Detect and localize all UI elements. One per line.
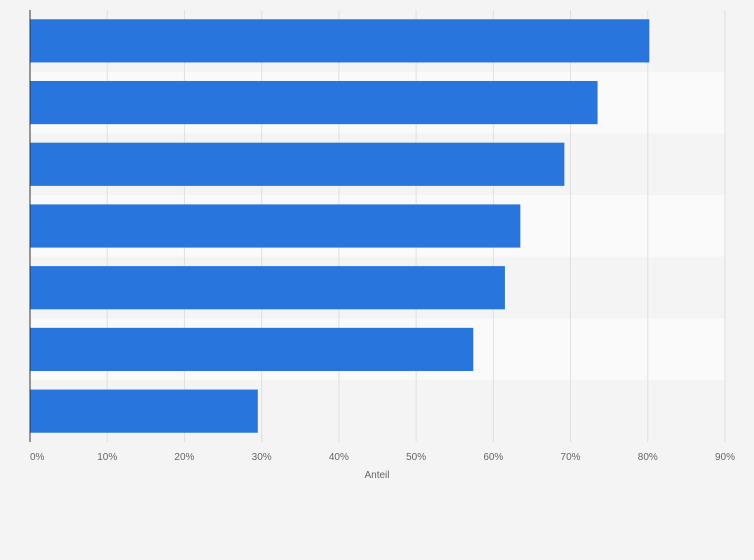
bar[interactable]	[30, 142, 565, 186]
bar[interactable]	[30, 204, 521, 248]
x-tick-label: 80%	[638, 452, 658, 463]
x-tick-label: 40%	[329, 452, 349, 463]
bar[interactable]	[30, 389, 258, 433]
bars	[30, 19, 650, 433]
x-tick-labels: 0% 10% 20% 30% 40% 50% 60% 70% 80% 90%	[30, 452, 735, 463]
x-tick-label: 0%	[30, 452, 45, 463]
bar[interactable]	[30, 80, 598, 125]
x-tick-label: 60%	[483, 452, 503, 463]
bar[interactable]	[30, 19, 650, 63]
bar[interactable]	[30, 327, 474, 372]
bar[interactable]	[30, 266, 505, 310]
x-tick-label: 70%	[561, 452, 581, 463]
x-tick-label: 20%	[174, 452, 194, 463]
x-tick-label: 30%	[252, 452, 272, 463]
x-tick-label: 50%	[406, 452, 426, 463]
x-axis-title: Anteil	[364, 470, 389, 481]
x-tick-label: 90%	[715, 452, 735, 463]
x-tick-label: 10%	[97, 452, 117, 463]
